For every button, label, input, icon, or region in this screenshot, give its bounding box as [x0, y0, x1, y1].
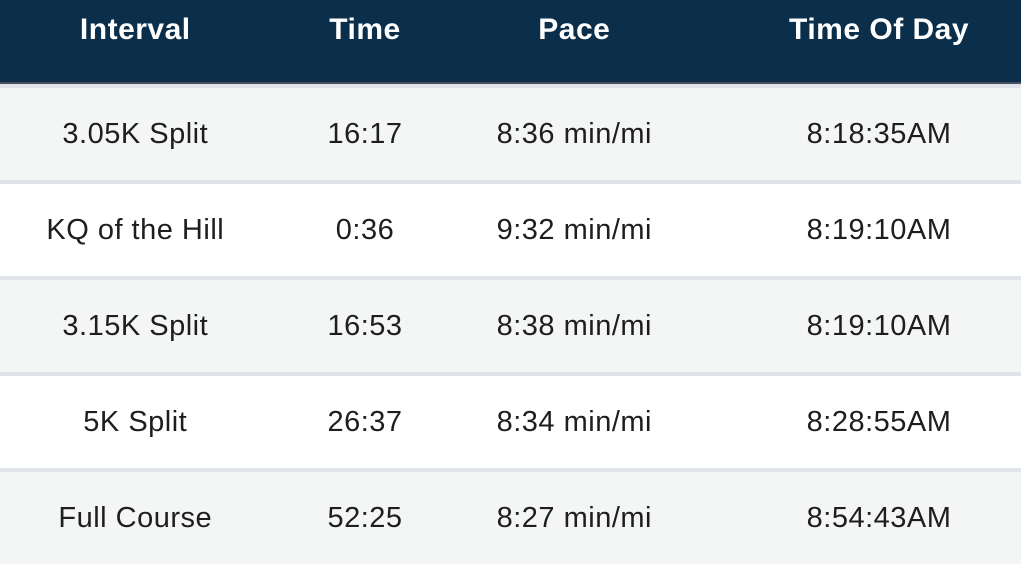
cell-interval: KQ of the Hill — [46, 213, 225, 246]
table-row: Full Course 52:25 8:27 min/mi 8:54:43AM — [0, 468, 1021, 564]
cell-pace: 8:38 min/mi — [496, 309, 652, 342]
column-header-pace: Pace — [538, 13, 611, 46]
cell-time: 52:25 — [327, 501, 403, 534]
cell-interval: 5K Split — [83, 405, 188, 438]
cell-interval: Full Course — [58, 501, 213, 534]
table-row: 3.15K Split 16:53 8:38 min/mi 8:19:10AM — [0, 276, 1021, 372]
column-header-interval: Interval — [79, 13, 191, 46]
cell-pace: 8:34 min/mi — [496, 405, 652, 438]
cell-time: 16:53 — [327, 309, 403, 342]
cell-pace: 8:27 min/mi — [496, 501, 652, 534]
cell-time: 16:17 — [327, 117, 403, 150]
cell-time-of-day: 8:19:10AM — [806, 309, 952, 342]
table-header-row: Interval Time Pace Time Of Day — [0, 0, 1021, 84]
cell-interval: 3.15K Split — [62, 309, 209, 342]
cell-time-of-day: 8:28:55AM — [806, 405, 952, 438]
table-row: KQ of the Hill 0:36 9:32 min/mi 8:19:10A… — [0, 180, 1021, 276]
column-header-time-of-day: Time Of Day — [789, 13, 970, 46]
cell-time-of-day: 8:18:35AM — [806, 117, 952, 150]
cell-time-of-day: 8:54:43AM — [806, 501, 952, 534]
table-row: 5K Split 26:37 8:34 min/mi 8:28:55AM — [0, 372, 1021, 468]
cell-time: 26:37 — [327, 405, 403, 438]
cell-interval: 3.05K Split — [62, 117, 209, 150]
cell-pace: 8:36 min/mi — [496, 117, 652, 150]
table-row: 3.05K Split 16:17 8:36 min/mi 8:18:35AM — [0, 84, 1021, 180]
cell-pace: 9:32 min/mi — [496, 213, 652, 246]
column-header-time: Time — [329, 13, 401, 46]
cell-time: 0:36 — [335, 213, 395, 246]
cell-time-of-day: 8:19:10AM — [806, 213, 952, 246]
